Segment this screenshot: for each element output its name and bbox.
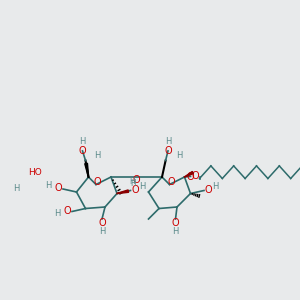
Text: O: O	[172, 218, 180, 229]
Text: H: H	[172, 227, 179, 236]
Polygon shape	[117, 190, 129, 194]
Text: H: H	[45, 181, 51, 190]
Text: O: O	[167, 177, 175, 187]
Text: H: H	[176, 152, 182, 160]
Text: H: H	[130, 178, 136, 188]
Text: HO: HO	[28, 168, 42, 177]
Polygon shape	[184, 171, 194, 177]
Text: H: H	[94, 152, 100, 160]
Text: H: H	[13, 184, 20, 193]
Text: H: H	[99, 227, 106, 236]
Text: O: O	[133, 175, 140, 185]
Text: H: H	[165, 137, 171, 146]
Text: O: O	[131, 185, 139, 195]
Text: H: H	[212, 182, 218, 191]
Text: O: O	[78, 146, 86, 156]
Polygon shape	[85, 163, 88, 177]
Text: H: H	[129, 177, 135, 186]
Text: H: H	[79, 137, 85, 146]
Text: O: O	[204, 185, 212, 195]
Text: O: O	[99, 218, 106, 229]
Text: O: O	[192, 171, 200, 182]
Text: H: H	[139, 182, 146, 191]
Text: O: O	[94, 177, 101, 187]
Text: O: O	[164, 146, 172, 156]
Text: O: O	[187, 172, 194, 182]
Text: O: O	[54, 183, 62, 194]
Text: H: H	[54, 209, 60, 218]
Text: O: O	[63, 206, 71, 217]
